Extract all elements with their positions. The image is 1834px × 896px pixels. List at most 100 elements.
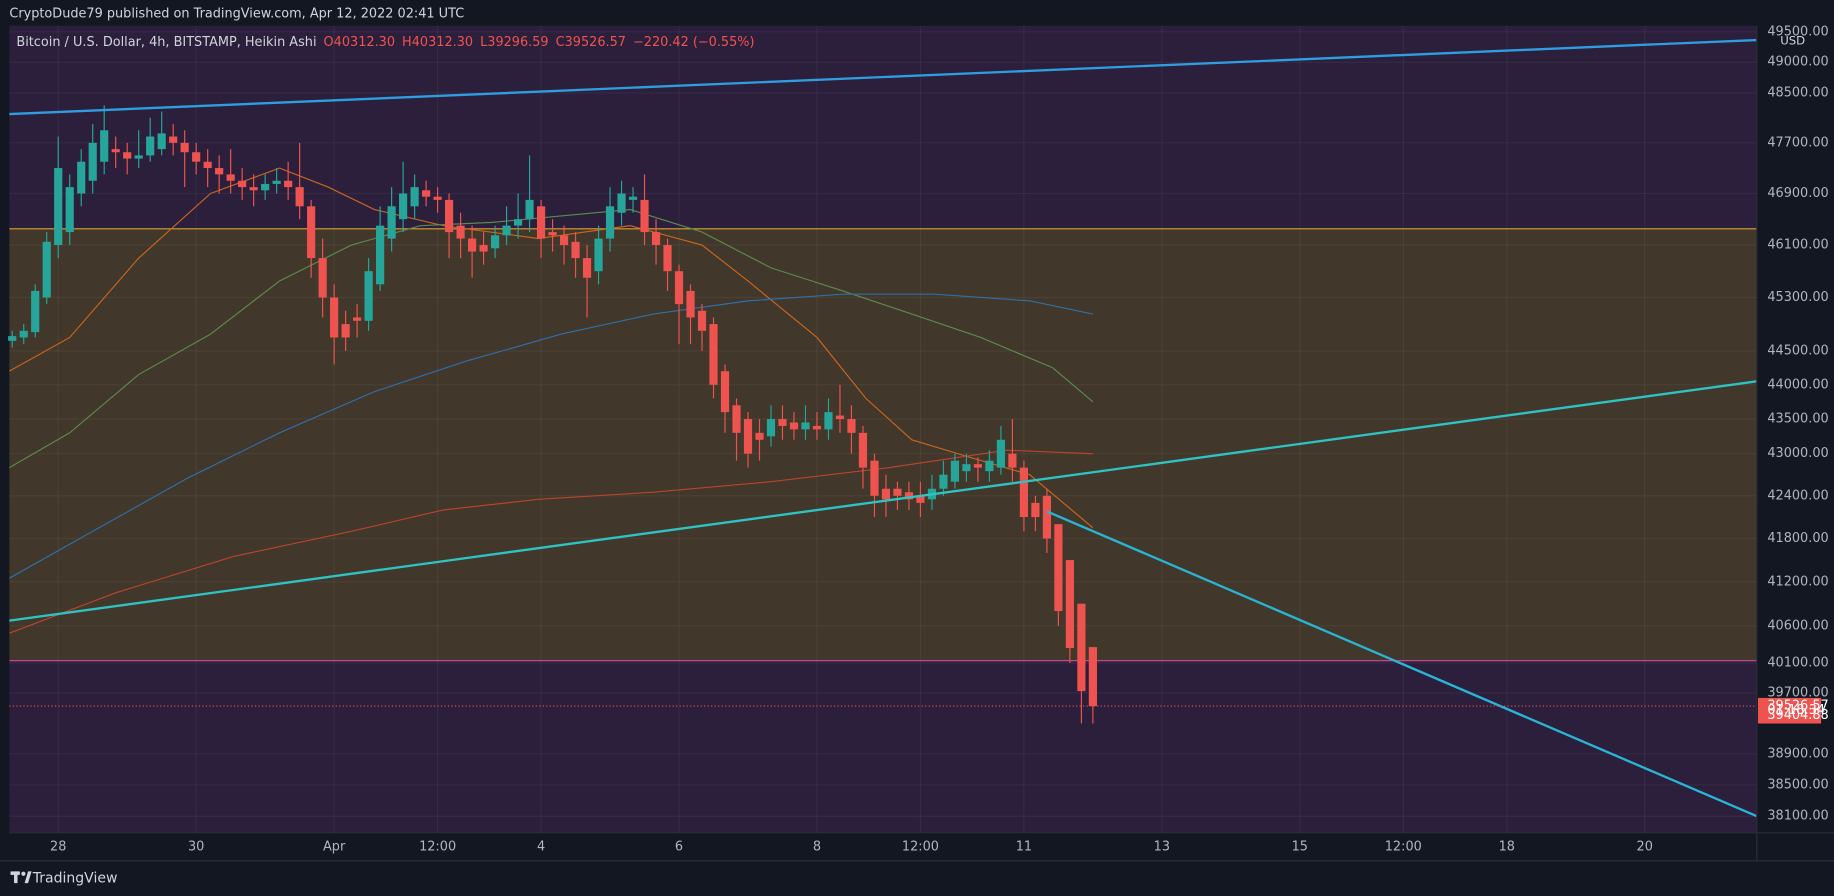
candle-body xyxy=(111,149,120,153)
y-tick-label: 46900.00 xyxy=(1767,186,1828,201)
x-tick-label: 4 xyxy=(537,839,545,854)
moving-average xyxy=(9,208,1094,469)
legend-item: H40312.30 xyxy=(402,35,473,50)
candle-body xyxy=(123,152,132,159)
candle-body xyxy=(456,225,465,239)
candle-body xyxy=(134,155,143,159)
candle-body xyxy=(88,142,97,181)
candle-body xyxy=(858,432,868,468)
x-tick-label: 12:00 xyxy=(902,839,939,854)
candle-body xyxy=(1008,453,1017,468)
x-tick-label: 12:00 xyxy=(419,839,456,854)
countdown: 01:18:34 xyxy=(1767,703,1825,718)
candle-body xyxy=(824,412,833,430)
y-tick-label: 41800.00 xyxy=(1767,531,1828,546)
y-tick-label: 39700.00 xyxy=(1767,685,1828,700)
moving-average xyxy=(9,167,1094,529)
candle-body xyxy=(812,425,822,430)
candle-body xyxy=(513,219,523,226)
candle-body xyxy=(353,317,362,321)
candle-body xyxy=(996,439,1006,468)
candle-body xyxy=(77,161,86,194)
y-tick-label: 44500.00 xyxy=(1767,343,1828,358)
candle-body xyxy=(617,193,626,213)
x-tick-label: 12:00 xyxy=(1385,839,1422,854)
candle-body xyxy=(203,161,212,169)
x-tick-label: 30 xyxy=(188,839,204,854)
candle-body xyxy=(502,225,511,236)
candle-body xyxy=(663,245,672,272)
candle-body xyxy=(548,232,557,236)
candle-body xyxy=(904,492,914,500)
candle-body xyxy=(571,241,580,259)
candle-body xyxy=(755,432,764,440)
candle-body xyxy=(778,419,787,426)
x-tick-label: 28 xyxy=(50,839,66,854)
candle-body xyxy=(65,187,74,233)
candle-body xyxy=(766,419,776,437)
candle-body xyxy=(605,206,615,239)
candle-body xyxy=(467,238,477,252)
logo-part xyxy=(14,871,18,884)
candle-body xyxy=(893,488,902,496)
candle-body xyxy=(433,196,442,200)
legend-item: −220.42 (−0.55%) xyxy=(633,35,755,50)
candle-body xyxy=(536,206,546,239)
x-tick-label: 13 xyxy=(1154,839,1170,854)
candle-body xyxy=(594,238,603,272)
candle-body xyxy=(697,310,707,331)
y-tick-label: 38500.00 xyxy=(1767,777,1828,792)
y-tick-label: 49000.00 xyxy=(1767,55,1828,70)
x-tick-label: 20 xyxy=(1637,839,1653,854)
candle-body xyxy=(1054,524,1063,612)
candle-body xyxy=(525,199,534,220)
candle-body xyxy=(1077,603,1086,692)
candle-body xyxy=(985,460,994,472)
axes: 49500.00 49000.00 48500.00 47700.00 46900.00… xyxy=(16,24,1828,854)
y-tick-label: 43000.00 xyxy=(1767,446,1828,461)
legend-item: C39526.57 xyxy=(556,35,626,50)
y-tick-label: 47700.00 xyxy=(1767,135,1828,150)
candle-body xyxy=(318,258,327,298)
candle-body xyxy=(8,336,17,341)
candle-body xyxy=(330,297,339,338)
candle-body xyxy=(1065,560,1074,649)
candle-body xyxy=(422,190,431,197)
candle-body xyxy=(307,206,316,259)
candle-body xyxy=(226,174,235,181)
price-tag: 39404.88 xyxy=(1767,708,1828,723)
candle-body xyxy=(238,180,247,188)
candle-body xyxy=(973,464,983,468)
candle-body xyxy=(686,290,695,318)
logo-part xyxy=(21,871,26,876)
candle-body xyxy=(962,464,971,472)
x-tick-label: Apr xyxy=(323,839,346,854)
legend: Bitcoin / U.S. Dollar, 4h, BITSTAMP, Hei… xyxy=(16,35,754,50)
candle-body xyxy=(743,419,753,454)
candle-body xyxy=(835,415,845,420)
y-tick-label: 41200.00 xyxy=(1767,574,1828,589)
trend-line xyxy=(9,38,1757,116)
candle-body xyxy=(801,422,810,430)
candle-body xyxy=(180,142,189,153)
zone xyxy=(9,228,1757,661)
y-tick-label: 40100.00 xyxy=(1767,655,1828,670)
y-tick-label: 44000.00 xyxy=(1767,377,1828,392)
price-tag-bg xyxy=(1757,697,1822,724)
candle-body xyxy=(31,290,40,333)
candle-body xyxy=(628,196,638,200)
x-tick-label: 15 xyxy=(1292,839,1308,854)
candle-body xyxy=(674,271,684,305)
moving-average xyxy=(9,293,1094,579)
candle-body xyxy=(272,180,281,184)
candle-body xyxy=(249,187,258,191)
footer-brand: TradingView xyxy=(32,870,118,886)
y-tick-label: 40600.00 xyxy=(1767,618,1828,633)
candle-body xyxy=(950,460,960,482)
candle-body xyxy=(1031,502,1040,518)
candle-body xyxy=(42,241,51,298)
candle-body xyxy=(1088,647,1097,707)
currency-label: USD xyxy=(1780,33,1805,47)
y-tick-label: 42400.00 xyxy=(1767,488,1828,503)
